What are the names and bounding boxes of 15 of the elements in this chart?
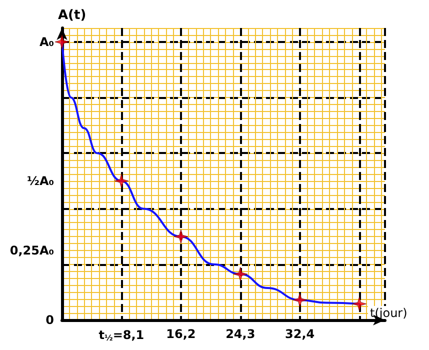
x-tick-label: 32,4 [285, 327, 315, 341]
point [174, 229, 188, 244]
y-tick-label: ½A₀ [27, 174, 54, 188]
y-axis-title: A(t) [58, 8, 86, 23]
y-tick-label: 0,25A₀ [10, 243, 54, 258]
y-tick-label: A₀ [39, 34, 54, 49]
point [292, 292, 308, 308]
point [233, 266, 248, 282]
x-axis-title: t(jour) [370, 306, 408, 320]
x-tick-label: 16,2 [166, 327, 196, 341]
y-tick-label: 0 [46, 313, 54, 327]
point [54, 34, 70, 50]
point [114, 174, 129, 188]
x-tick-label: 24,3 [226, 327, 256, 341]
point [352, 296, 367, 312]
